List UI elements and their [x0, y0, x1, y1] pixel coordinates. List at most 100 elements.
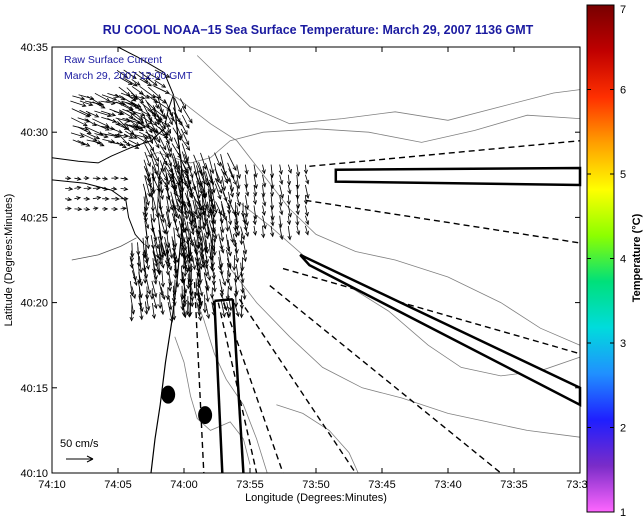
vector-shaft: [152, 96, 159, 109]
current-vector: [253, 164, 258, 179]
vector-head: [172, 260, 178, 266]
vector-head: [198, 236, 203, 242]
vector-shaft: [120, 177, 128, 180]
vector-head: [183, 272, 188, 278]
vector-shaft: [198, 161, 204, 176]
vector-head: [165, 73, 171, 78]
current-vector: [233, 272, 238, 283]
vector-head: [123, 73, 129, 79]
vector-shaft: [100, 100, 115, 104]
vector-head: [187, 258, 192, 264]
vector-shaft: [144, 143, 153, 158]
current-vector: [214, 152, 221, 167]
vector-shaft: [86, 95, 102, 105]
vector-head: [218, 188, 223, 194]
current-vector: [220, 154, 227, 176]
vector-shaft: [234, 240, 238, 254]
vector-shaft: [242, 250, 246, 262]
current-vector: [214, 183, 222, 200]
colorbar: [586, 4, 615, 513]
current-vector: [102, 196, 110, 201]
vector-shaft: [101, 94, 117, 101]
vector-shaft: [123, 133, 133, 139]
vector-shaft: [181, 165, 186, 186]
vector-shaft: [152, 129, 161, 143]
vector-head: [162, 114, 168, 120]
vector-shaft: [170, 191, 176, 210]
vector-head: [222, 281, 227, 287]
current-vector: [157, 119, 168, 137]
vector-head: [136, 262, 141, 268]
vector-shaft: [71, 117, 88, 127]
current-vector: [252, 225, 257, 236]
vector-shaft: [143, 113, 149, 128]
vector-head: [229, 192, 234, 198]
vector-shaft: [205, 302, 210, 319]
vector-shaft: [77, 117, 90, 123]
current-vector: [287, 205, 292, 218]
vector-shaft: [145, 129, 153, 144]
vector-shaft: [204, 249, 208, 264]
vector-shaft: [166, 142, 172, 157]
vector-head: [150, 244, 156, 250]
current-vector: [240, 280, 245, 294]
current-vector: [151, 158, 159, 176]
vector-shaft: [213, 239, 216, 256]
vector-head: [188, 291, 194, 296]
current-vector: [71, 117, 88, 127]
current-vector: [192, 199, 198, 216]
vector-head: [206, 181, 211, 187]
current-vector: [142, 183, 150, 206]
current-vector: [168, 242, 174, 260]
vector-head: [132, 276, 137, 282]
vector-head: [244, 212, 249, 218]
vector-head: [227, 251, 232, 257]
vector-shaft: [178, 175, 183, 193]
vector-head: [96, 186, 101, 191]
vector-head: [203, 221, 208, 227]
vector-shaft: [151, 158, 158, 175]
current-vector: [182, 211, 189, 232]
current-vector: [199, 250, 205, 268]
vector-head: [185, 123, 190, 129]
vector-shaft: [92, 118, 109, 127]
current-vector: [86, 133, 101, 140]
coast-line-river: [71, 237, 137, 261]
vector-shaft: [182, 271, 185, 283]
current-vector: [166, 113, 173, 126]
vector-shaft: [72, 139, 86, 146]
vector-head: [130, 253, 135, 258]
current-vector: [190, 217, 196, 232]
vector-head: [103, 134, 109, 139]
vector-head: [114, 176, 120, 181]
vector-shaft: [65, 208, 72, 210]
vector-head: [233, 277, 238, 283]
vector-shaft: [227, 286, 229, 300]
current-vector: [150, 288, 155, 300]
vector-shaft: [144, 191, 148, 211]
current-vector: [225, 270, 230, 284]
x-tick-label: 73:35: [500, 479, 528, 491]
vector-shaft: [305, 225, 309, 235]
current-vector: [170, 191, 177, 210]
vector-head: [151, 176, 156, 182]
vector-shaft: [155, 124, 169, 136]
vector-shaft: [201, 212, 205, 230]
current-vector: [227, 293, 233, 312]
current-vector: [156, 257, 162, 275]
vector-shaft: [179, 120, 188, 135]
vector-shaft: [184, 170, 192, 185]
current-vector: [235, 205, 240, 217]
current-vector: [160, 302, 165, 316]
vector-shaft: [137, 242, 139, 255]
vector-head: [244, 232, 250, 237]
vector-shaft: [164, 236, 169, 254]
current-vector: [165, 287, 170, 301]
vector-head: [178, 176, 183, 182]
vector-shaft: [183, 200, 190, 214]
current-vector: [123, 69, 137, 80]
vector-head: [89, 96, 95, 101]
annotation-line-2: March 29, 2007 12:00 GMT: [64, 70, 193, 82]
vector-head: [204, 285, 209, 291]
current-vector: [143, 113, 150, 129]
